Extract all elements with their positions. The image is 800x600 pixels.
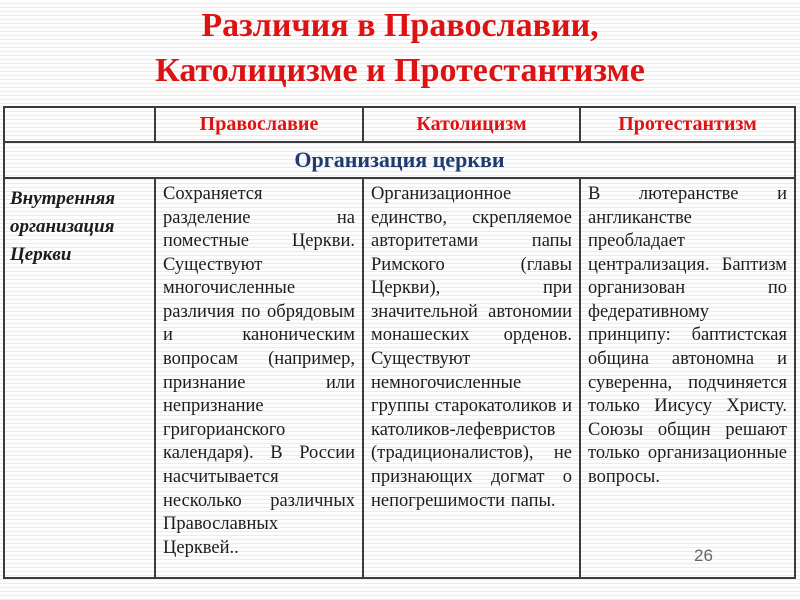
comparison-table: Православие Католицизм Протестантизм Орг… bbox=[3, 106, 796, 579]
header-cell-empty bbox=[3, 106, 156, 143]
table-header-row: Православие Католицизм Протестантизм bbox=[3, 106, 796, 143]
slide-title-line-1: Различия в Православии, bbox=[201, 7, 599, 44]
header-cell-orthodoxy: Православие bbox=[154, 106, 364, 143]
cell-protestantism-text: В лютеранстве и англиканстве преобладает… bbox=[579, 177, 796, 579]
cell-orthodoxy-text: Сохраняется разделение на поместные Церк… bbox=[154, 177, 364, 579]
slide-title: Различия в Православии, Католицизме и Пр… bbox=[0, 4, 800, 94]
header-cell-protestantism: Протестантизм bbox=[579, 106, 796, 143]
header-cell-catholicism: Католицизм bbox=[362, 106, 581, 143]
row-label-internal-organization: Внутренняя организация Церкви bbox=[3, 177, 156, 579]
table-body-row: Внутренняя организация Церкви Сохраняетс… bbox=[3, 177, 796, 579]
slide-title-line-2: Католицизме и Протестантизме bbox=[155, 51, 645, 89]
cell-catholicism-text: Организационное единство, скрепляемое ав… bbox=[362, 177, 581, 579]
page-number: 26 bbox=[694, 546, 713, 565]
section-header-church-organization: Организация церкви bbox=[3, 141, 796, 179]
table-section-row: Организация церкви bbox=[3, 141, 796, 179]
